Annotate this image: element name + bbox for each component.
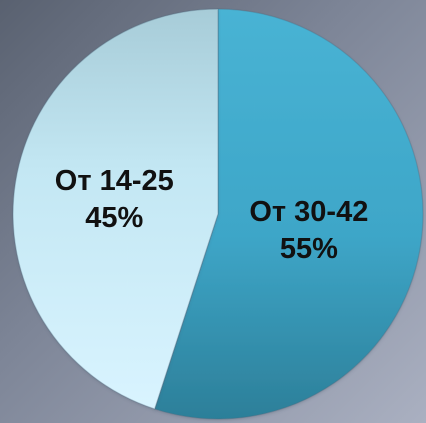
pie-labels: От 30-42 55% От 14-25 45% <box>55 165 369 265</box>
slice-14-25 <box>12 8 219 410</box>
pie-slices <box>12 8 424 420</box>
slice-value-14-25: 45% <box>85 202 143 234</box>
slice-label-14-25: От 14-25 <box>55 165 174 197</box>
slice-value-30-42: 55% <box>280 233 338 265</box>
slice-30-42 <box>153 8 424 420</box>
slice-label-30-42: От 30-42 <box>249 196 368 228</box>
